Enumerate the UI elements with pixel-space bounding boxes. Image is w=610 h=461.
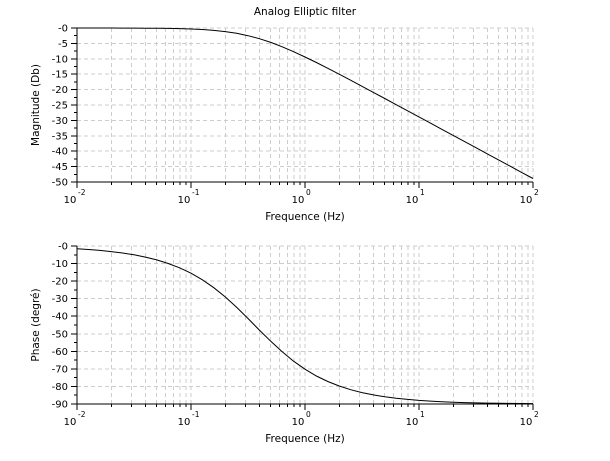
magnitude-plot-xtick-label: 10: [292, 195, 305, 206]
magnitude-plot-xtick-exponent: -1: [192, 188, 200, 197]
phase-plot-xtick-exponent: 0: [306, 410, 311, 419]
magnitude-plot-tick-labels: -0-5-10-15-20-25-30-35-40-45-5010-210-11…: [52, 24, 539, 207]
phase-plot-ytick-label: -10: [52, 259, 68, 270]
phase-plot-xtick-label: 10: [178, 417, 191, 428]
magnitude-plot-ytick-label: -20: [52, 85, 68, 96]
magnitude-plot-xtick-label: 10: [64, 195, 77, 206]
frequency-axis-label-top: Frequence (Hz): [265, 211, 345, 223]
phase-plot-ytick-label: -80: [52, 382, 68, 393]
magnitude-plot-xtick-exponent: -2: [78, 188, 86, 197]
phase-plot-ytick-label: -40: [52, 312, 68, 323]
figure-title: Analog Elliptic filter: [253, 6, 357, 18]
phase-plot-ytick-label: -0: [58, 242, 68, 253]
magnitude-plot-grid: [77, 27, 534, 182]
phase-plot-xtick-exponent: 1: [420, 410, 425, 419]
magnitude-plot-xtick-label: 10: [178, 195, 191, 206]
magnitude-plot-xtick-exponent: 0: [306, 188, 311, 197]
magnitude-plot-ytick-label: -30: [52, 116, 68, 127]
frequency-axis-label-bottom: Frequence (Hz): [265, 433, 345, 445]
magnitude-plot-ytick-label: -5: [58, 39, 68, 50]
phase-plot-xtick-exponent: -2: [78, 410, 86, 419]
phase-plot-xtick-exponent: 2: [534, 410, 539, 419]
phase-plot-axes: [71, 245, 534, 410]
phase-plot-xtick-label: 10: [406, 417, 419, 428]
magnitude-plot-xtick-label: 10: [406, 195, 419, 206]
phase-plot-xtick-exponent: -1: [192, 410, 200, 419]
magnitude-plot-xtick-exponent: 2: [534, 188, 539, 197]
phase-axis-label: Phase (degré): [29, 288, 42, 362]
phase-plot-ytick-label: -30: [52, 294, 68, 305]
magnitude-curve: [77, 27, 534, 179]
phase-plot-grid: [77, 245, 534, 404]
phase-plot-ytick-label: -20: [52, 277, 68, 288]
magnitude-plot-ytick-label: -0: [58, 24, 68, 35]
phase-plot-ytick-label: -70: [52, 364, 68, 375]
phase-plot-ytick-label: -50: [52, 329, 68, 340]
phase-plot-ytick-label: -90: [52, 400, 68, 411]
magnitude-plot-ytick-label: -25: [52, 101, 68, 112]
phase-plot-ytick-label: -60: [52, 347, 68, 358]
phase-plot-xtick-label: 10: [64, 417, 77, 428]
phase-plot-xtick-label: 10: [520, 417, 533, 428]
magnitude-plot-xtick-label: 10: [520, 195, 533, 206]
magnitude-plot-ytick-label: -35: [52, 131, 68, 142]
magnitude-plot-ytick-label: -45: [52, 162, 68, 173]
magnitude-plot-ytick-label: -50: [52, 178, 68, 189]
magnitude-plot-xtick-exponent: 1: [420, 188, 425, 197]
magnitude-plot-ytick-label: -10: [52, 54, 68, 65]
phase-curve: [76, 248, 534, 405]
magnitude-plot-ytick-label: -15: [52, 70, 68, 81]
phase-plot-xtick-label: 10: [292, 417, 305, 428]
magnitude-axis-label: Magnitude (Db): [29, 64, 42, 146]
phase-plot-tick-labels: -0-10-20-30-40-50-60-70-80-9010-210-1100…: [52, 242, 539, 429]
magnitude-plot-axes: [71, 27, 534, 188]
magnitude-plot-ytick-label: -40: [52, 147, 68, 158]
